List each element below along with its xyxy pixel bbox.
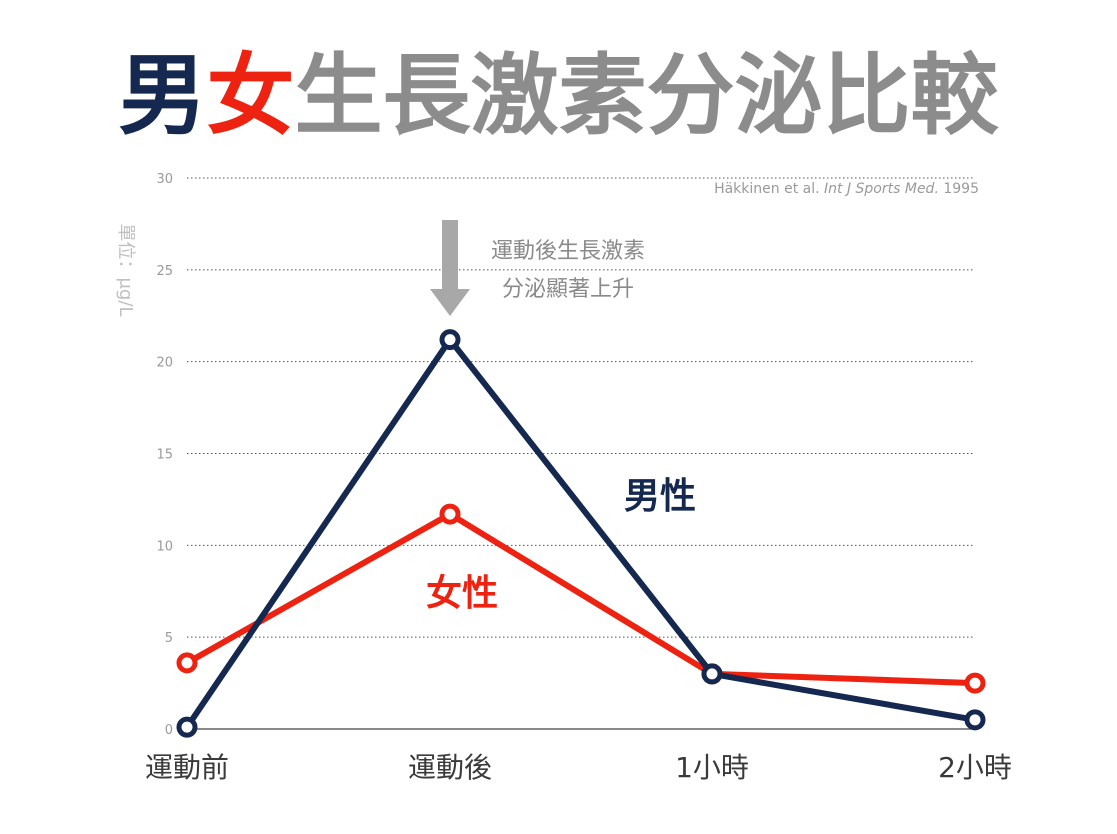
data-point-female — [439, 503, 461, 525]
x-tick-label: 運動後 — [408, 751, 492, 784]
citation-authors: Häkkinen et al. — [714, 181, 825, 197]
series-line-male — [184, 334, 978, 731]
y-tick-label: 5 — [165, 631, 173, 646]
y-axis-label: 單位：μg/L — [115, 224, 136, 317]
citation-year: 1995 — [938, 181, 979, 197]
x-tick-labels: 運動前 運動後 1小時 2小時 — [145, 751, 1012, 784]
data-point-male — [439, 329, 461, 351]
data-point-male — [701, 663, 723, 685]
data-point-male — [176, 716, 198, 738]
annotation-line-1: 運動後生長激素 — [491, 239, 645, 264]
y-tick-label: 25 — [156, 264, 173, 279]
citation: Häkkinen et al. Int J Sports Med. 1995 — [714, 181, 979, 197]
arrow-head — [430, 289, 470, 316]
title-female: 女 — [206, 44, 295, 147]
y-tick-label: 15 — [156, 448, 173, 463]
y-tick-label: 0 — [165, 723, 173, 738]
chart-title: 男女生長激素分泌比較 — [0, 52, 1117, 140]
data-point-female — [176, 652, 198, 674]
series-group — [176, 329, 986, 738]
x-tick-label: 1小時 — [675, 751, 749, 784]
x-tick-label: 運動前 — [145, 751, 229, 784]
series-label-male: 男性 — [624, 476, 696, 517]
annotation-line-2: 分泌顯著上升 — [502, 277, 634, 302]
x-tick-label: 2小時 — [938, 751, 1012, 784]
y-tick-label: 10 — [156, 539, 173, 554]
citation-journal: Int J Sports Med. — [824, 181, 939, 197]
data-point-female — [964, 672, 986, 694]
grid-lines — [187, 177, 975, 730]
annotation-arrow — [430, 220, 470, 316]
y-tick-label: 20 — [156, 356, 173, 371]
y-tick-labels: 0 5 10 15 20 25 30 — [156, 172, 173, 738]
series-label-female: 女性 — [426, 573, 498, 614]
data-point-male — [964, 709, 986, 731]
y-tick-label: 30 — [156, 172, 173, 187]
title-rest: 生長激素分泌比較 — [294, 44, 999, 147]
series-line-female — [184, 510, 978, 687]
title-male: 男 — [118, 44, 207, 147]
arrow-shaft — [442, 220, 458, 292]
